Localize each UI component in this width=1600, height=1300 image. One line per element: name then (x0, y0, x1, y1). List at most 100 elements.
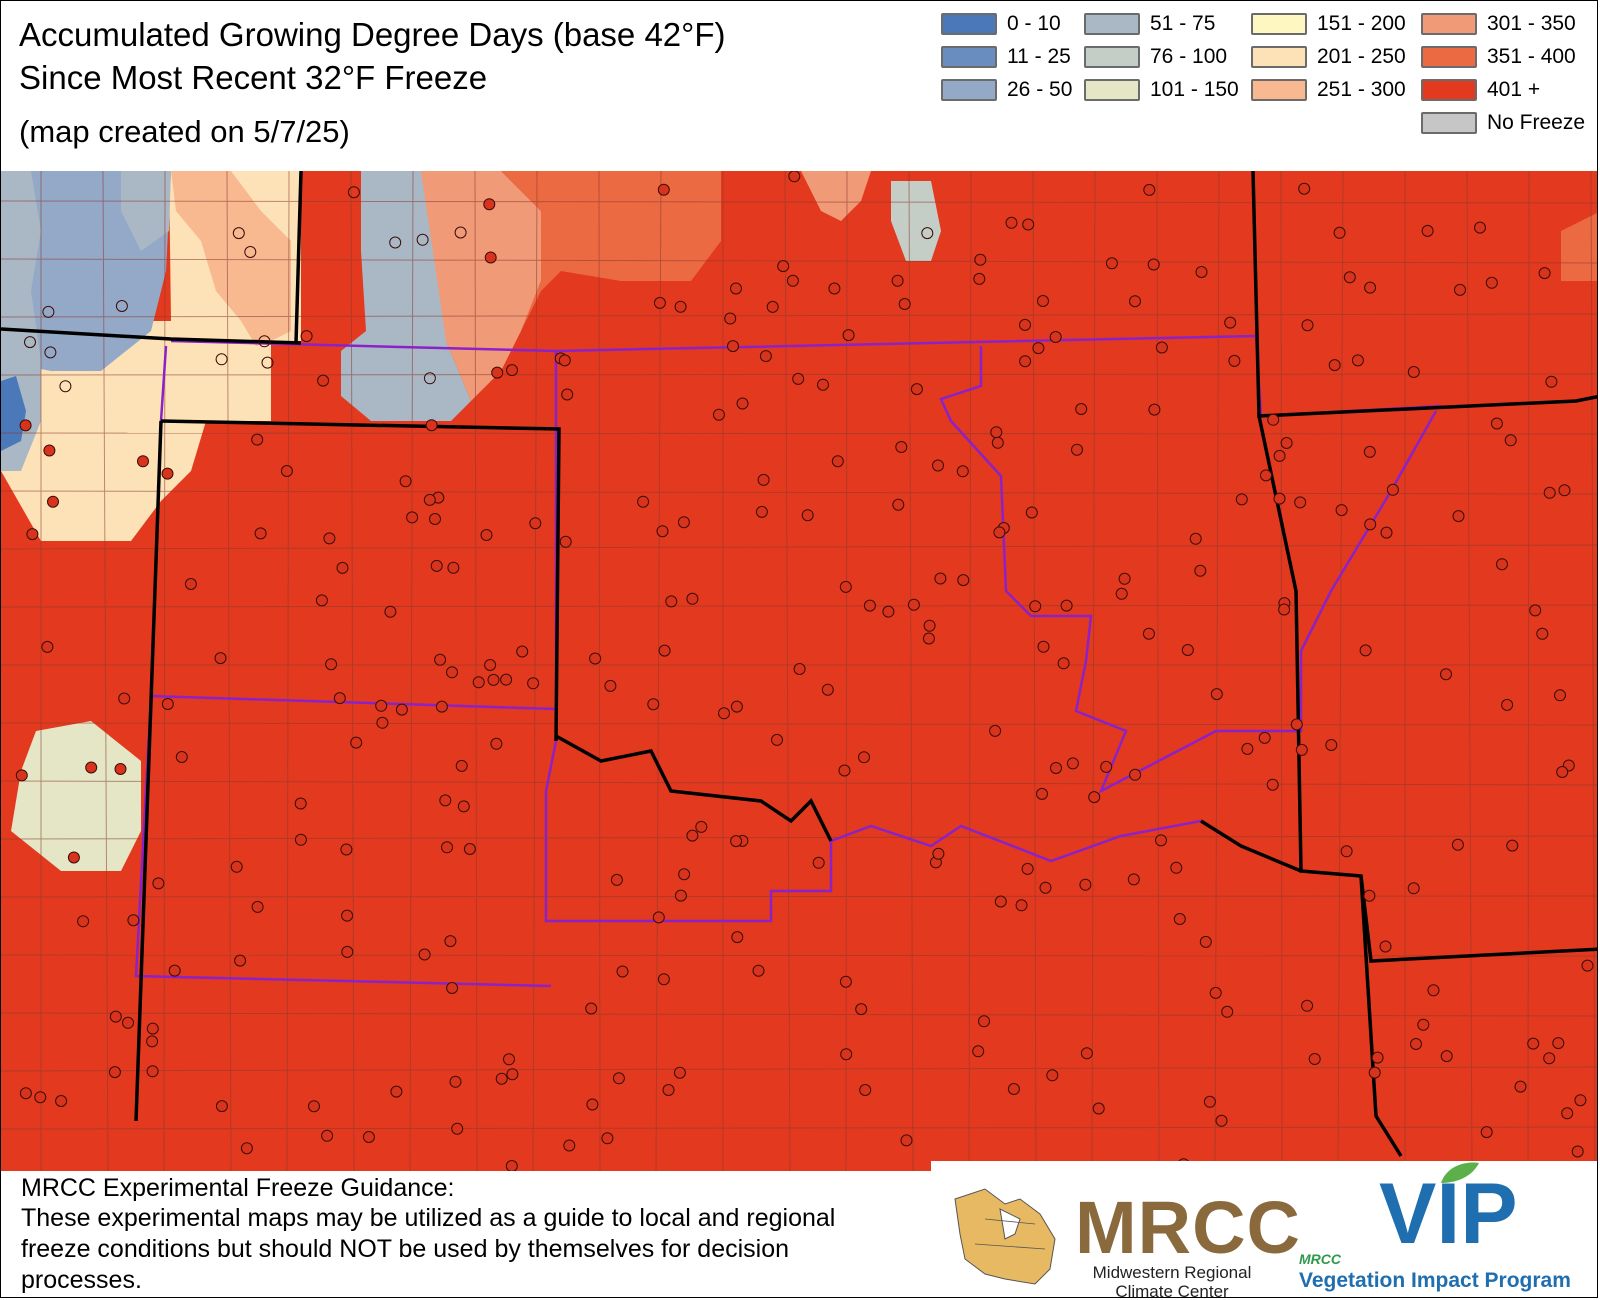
station-marker (423, 372, 436, 385)
station-marker (406, 511, 419, 524)
legend-swatch (1421, 46, 1477, 68)
station-marker (601, 1132, 614, 1145)
station-marker (840, 1048, 853, 1061)
state-border-ne-ks (1251, 171, 1597, 418)
legend-swatch (1251, 79, 1307, 101)
station-marker (1181, 644, 1194, 656)
mrcc-logo: MRCC Midwestern Regional Climate Center (945, 1179, 1300, 1297)
legend-item: 11 - 25 (941, 44, 1071, 70)
station-marker (418, 948, 431, 961)
station-marker (487, 673, 500, 686)
station-marker (652, 911, 665, 924)
station-marker (563, 1139, 576, 1152)
station-marker (26, 528, 39, 541)
station-marker (1221, 1005, 1234, 1018)
station-marker (1359, 644, 1372, 657)
station-marker (1118, 572, 1131, 585)
region-border-kansas-mid (150, 694, 557, 711)
county-line (1032, 171, 1037, 1171)
station-marker (527, 677, 540, 690)
station-marker (812, 856, 825, 869)
legend-label: 301 - 350 (1487, 12, 1576, 35)
legend-swatch (1251, 13, 1307, 35)
disclaimer-title: MRCC Experimental Freeze Guidance: (21, 1174, 455, 1202)
station-marker (425, 419, 438, 432)
title-line-1: Accumulated Growing Degree Days (base 42… (19, 16, 726, 53)
station-marker (215, 1100, 228, 1113)
legend-swatch (941, 79, 997, 101)
legend-item: 301 - 350 (1421, 11, 1576, 37)
station-marker (1480, 1126, 1493, 1139)
station-marker (232, 227, 245, 240)
legend-label: 26 - 50 (1007, 78, 1073, 101)
station-marker (817, 378, 829, 391)
gdd-zones (1, 171, 1597, 871)
station-marker (978, 1015, 990, 1028)
legend-item: 151 - 200 (1251, 11, 1406, 37)
station-marker (484, 659, 497, 671)
county-line (1, 313, 1597, 318)
station-marker (1380, 526, 1393, 539)
county-line (1, 1012, 1597, 1017)
station-marker (589, 652, 602, 665)
station-marker (1075, 403, 1088, 415)
legend-item: 101 - 150 (1084, 77, 1239, 103)
station-marker (336, 561, 349, 574)
station-marker (341, 945, 354, 958)
county-line (908, 171, 914, 1171)
station-marker (1080, 1047, 1093, 1060)
station-marker (1032, 342, 1045, 355)
station-marker (67, 851, 80, 864)
station-marker (1060, 599, 1073, 612)
region-border-redriver (830, 819, 1202, 863)
station-marker (1142, 627, 1155, 640)
station-marker (161, 467, 174, 480)
station-marker (1363, 889, 1376, 902)
station-marker (251, 433, 264, 446)
legend-label: 201 - 250 (1317, 45, 1406, 68)
station-marker (1273, 492, 1286, 505)
station-marker (1057, 657, 1070, 670)
county-line (1466, 171, 1473, 1171)
station-marker (34, 1091, 47, 1104)
station-marker (891, 274, 904, 287)
station-marker (821, 683, 834, 696)
station-marker (463, 843, 476, 855)
station-marker (730, 282, 742, 295)
station-marker (1209, 986, 1222, 999)
station-marker (1558, 484, 1571, 497)
station-marker (610, 873, 623, 886)
station-marker (859, 1084, 872, 1096)
station-marker (1266, 778, 1279, 791)
station-marker (1363, 445, 1376, 458)
station-marker (503, 1053, 515, 1066)
station-marker (1543, 486, 1556, 499)
station-marker (957, 574, 970, 587)
station-marker (730, 700, 743, 713)
station-marker (898, 298, 911, 310)
station-marker (921, 227, 934, 240)
station-marker (1343, 271, 1356, 284)
station-marker (1294, 496, 1307, 509)
station-marker (1440, 1050, 1453, 1063)
station-marker (989, 724, 1002, 737)
mrcc-wordmark: MRCC (1075, 1186, 1301, 1269)
station-marker (325, 658, 338, 671)
station-marker (653, 296, 666, 309)
zone-351-400-north (501, 171, 721, 331)
station-marker (15, 769, 28, 782)
station-marker (1019, 355, 1032, 368)
station-marker (446, 982, 459, 994)
legend-item: 201 - 250 (1251, 44, 1406, 70)
county-line (1590, 171, 1596, 1171)
legend-label: 76 - 100 (1150, 45, 1228, 68)
station-marker (137, 455, 149, 468)
station-marker (122, 1016, 134, 1029)
station-marker (907, 598, 920, 611)
station-marker (454, 226, 467, 239)
station-marker (43, 444, 56, 457)
station-marker (932, 847, 945, 860)
county-line (1, 490, 1597, 495)
station-marker (234, 954, 247, 967)
state-borders (1, 171, 1597, 1157)
